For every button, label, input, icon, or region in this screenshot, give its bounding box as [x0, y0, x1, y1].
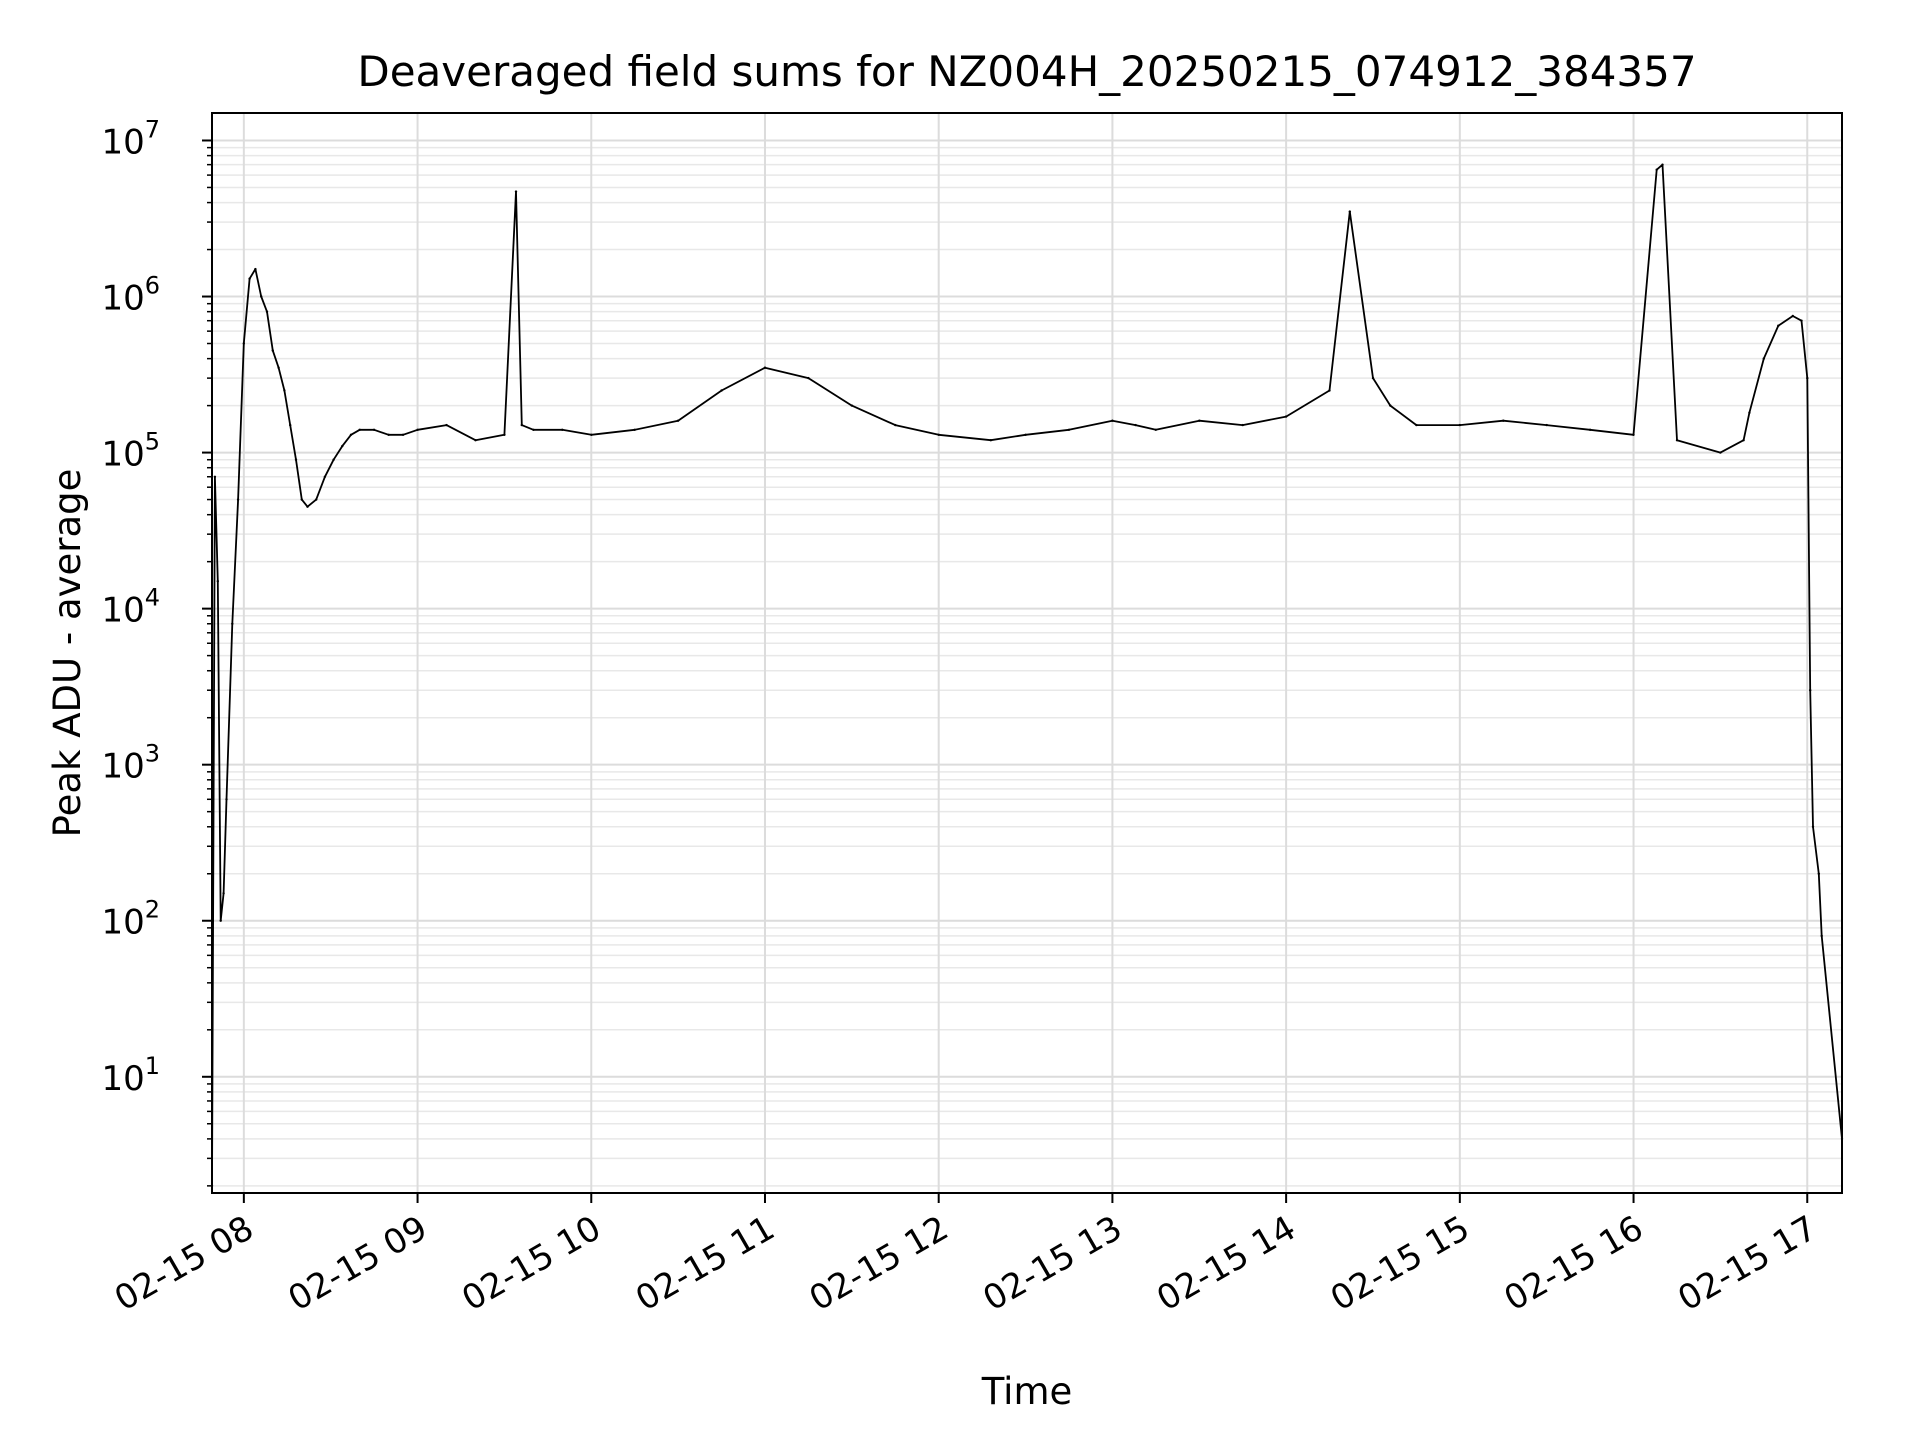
plot-area — [210, 163, 1844, 1188]
data-point — [1502, 419, 1505, 422]
data-point — [231, 622, 234, 625]
data-point — [676, 419, 680, 422]
data-point — [1328, 389, 1331, 392]
data-point — [561, 428, 564, 431]
data-point — [1632, 433, 1635, 436]
y-tick-label: 103 — [101, 740, 160, 787]
data-point — [1675, 439, 1679, 442]
data-point — [474, 439, 477, 442]
data-point — [1748, 411, 1751, 414]
data-point — [372, 428, 376, 431]
data-point — [633, 428, 636, 431]
y-tick-label: 106 — [101, 272, 160, 319]
data-point — [1024, 433, 1027, 436]
data-point — [1348, 210, 1352, 213]
data-point — [1134, 423, 1137, 427]
data-point — [358, 428, 361, 431]
data-point — [341, 444, 344, 448]
data-point — [222, 892, 225, 895]
y-tick-label: 104 — [101, 584, 160, 631]
data-point — [503, 433, 506, 436]
data-point — [1389, 404, 1392, 407]
data-point — [219, 919, 222, 922]
data-point — [720, 389, 723, 392]
grid — [212, 113, 1842, 1193]
data-point — [271, 349, 274, 352]
data-point — [236, 498, 240, 501]
data-point — [1777, 324, 1780, 327]
chart-title: Deaveraged field sums for NZ004H_2025021… — [357, 47, 1696, 96]
data-point — [1198, 419, 1201, 422]
data-point — [1545, 423, 1548, 427]
data-point — [1661, 163, 1664, 166]
data-point — [289, 423, 292, 427]
data-point — [850, 404, 853, 407]
x-axis-label: Time — [981, 1370, 1073, 1413]
data-point — [1762, 357, 1766, 360]
y-tick-label: 105 — [101, 428, 160, 475]
data-point — [213, 475, 217, 478]
data-point — [248, 277, 251, 280]
data-point — [265, 310, 269, 313]
data-point — [1806, 376, 1809, 380]
data-point — [260, 295, 263, 298]
y-tick-label: 101 — [101, 1052, 160, 1099]
data-point — [1415, 423, 1418, 427]
data-point — [514, 190, 518, 193]
data-point — [1371, 376, 1375, 380]
data-point — [1241, 423, 1244, 427]
y-tick-label: 102 — [101, 896, 160, 943]
y-tick-label: 107 — [101, 115, 160, 162]
data-point — [242, 342, 245, 345]
data-point — [1284, 415, 1288, 418]
data-point — [1820, 934, 1823, 938]
data-point — [294, 458, 298, 461]
data-point — [277, 366, 280, 369]
data-point — [989, 439, 992, 442]
data-point — [807, 376, 810, 380]
data-point — [401, 433, 405, 436]
data-point — [283, 389, 286, 392]
data-point — [332, 458, 335, 461]
y-axis-label: Peak ADU - average — [46, 469, 89, 838]
data-point — [532, 428, 535, 431]
data-point — [323, 475, 327, 478]
data-point — [315, 498, 318, 501]
data-point — [216, 580, 219, 583]
data-point — [1791, 314, 1795, 318]
data-point — [590, 433, 593, 436]
data-point — [1111, 419, 1114, 422]
data-point — [300, 498, 303, 501]
data-point — [1809, 689, 1812, 692]
data-point — [1719, 451, 1722, 454]
data-point — [1067, 428, 1071, 431]
data-point — [894, 423, 897, 427]
data-point — [254, 267, 257, 271]
data-point — [520, 423, 523, 427]
data-point — [306, 505, 309, 508]
data-point — [1800, 319, 1803, 322]
data-point — [1817, 872, 1821, 875]
data-point — [1742, 439, 1745, 442]
axes-frame — [211, 112, 1843, 1194]
data-point — [349, 433, 353, 436]
data-point — [416, 428, 419, 431]
data-point — [763, 366, 767, 369]
data-point — [1655, 168, 1658, 171]
data-point — [1154, 428, 1158, 431]
data-point — [1811, 825, 1815, 828]
data-point — [225, 798, 228, 801]
data-point — [387, 433, 390, 436]
data-point — [937, 433, 940, 436]
data-point — [1458, 423, 1462, 427]
data-point — [1588, 428, 1592, 431]
data-point — [445, 423, 448, 427]
